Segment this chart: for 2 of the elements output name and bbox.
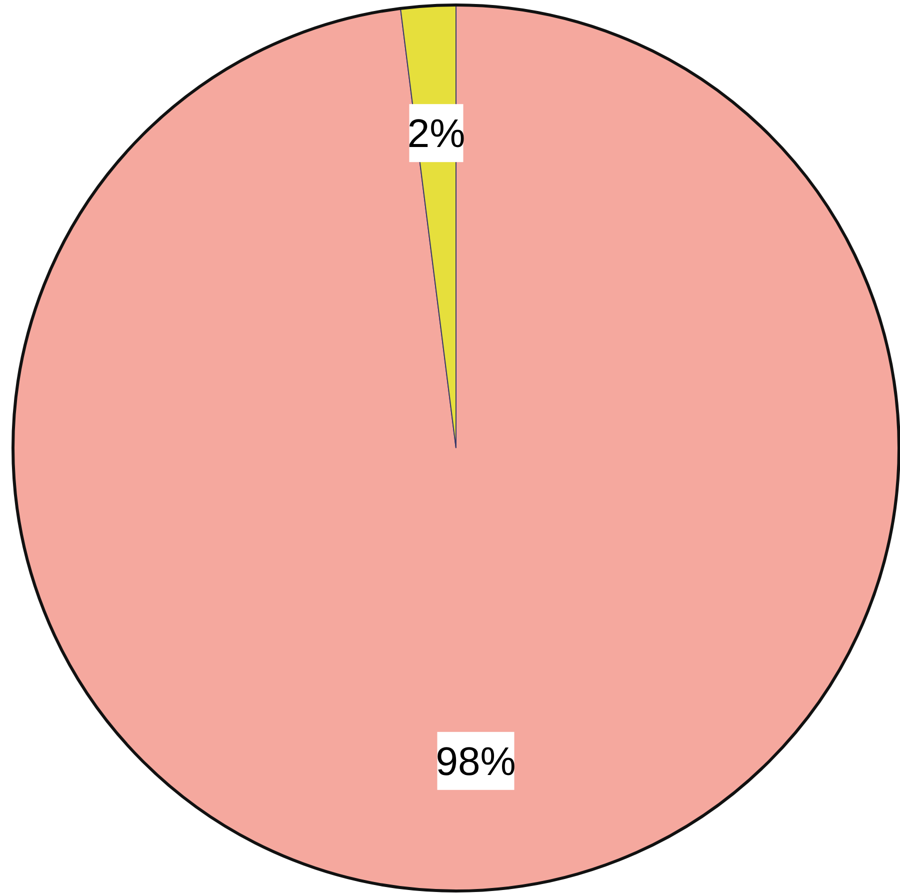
data-label: 2%	[407, 112, 466, 156]
data-label: 98%	[436, 740, 516, 784]
